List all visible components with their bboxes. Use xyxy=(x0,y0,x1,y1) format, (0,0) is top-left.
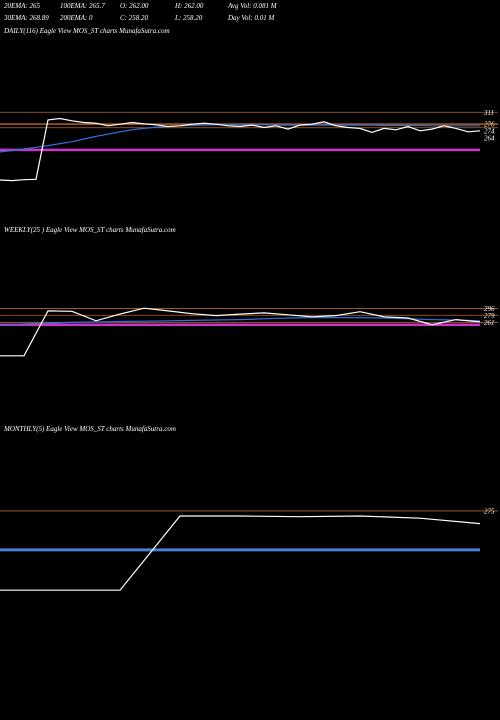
price-line xyxy=(0,317,481,326)
header-close: C: 258.20 xyxy=(120,14,149,22)
header-ema20: 20EMA: 265 xyxy=(4,2,40,10)
level-label: 264 xyxy=(484,134,495,142)
header-high: H: 262.00 xyxy=(174,2,204,10)
price-line xyxy=(0,515,481,591)
panel-title: DAILY(116) Eagle View MOS_ST charts Muna… xyxy=(3,27,170,35)
header-open: O: 262.00 xyxy=(120,2,149,10)
panel-title: MONTHLY(5) Eagle View MOS_ST charts Muna… xyxy=(3,425,176,433)
header-low: L: 258.20 xyxy=(174,14,203,22)
level-label: 261 xyxy=(484,319,495,327)
price-line xyxy=(0,124,480,153)
level-label: 275 xyxy=(484,507,495,515)
header-ema100: 100EMA: 265.7 xyxy=(60,2,105,10)
panel-title: WEEKLY(25 ) Eagle View MOS_ST charts Mun… xyxy=(4,226,176,234)
header-ema200: 200EMA: 0 xyxy=(60,14,93,22)
price-line xyxy=(0,307,481,357)
level-label: 279 xyxy=(484,312,495,320)
price-line xyxy=(0,117,481,182)
level-label: 311 xyxy=(483,109,494,117)
header-day-vol: Day Vol: 0.01 M xyxy=(227,14,275,22)
level-label: 296 xyxy=(484,305,495,313)
header-avg-vol: Avg Vol: 0.081 M xyxy=(227,2,278,10)
header-ema30: 30EMA: 268.89 xyxy=(3,14,49,22)
level-label: 274 xyxy=(484,127,495,135)
